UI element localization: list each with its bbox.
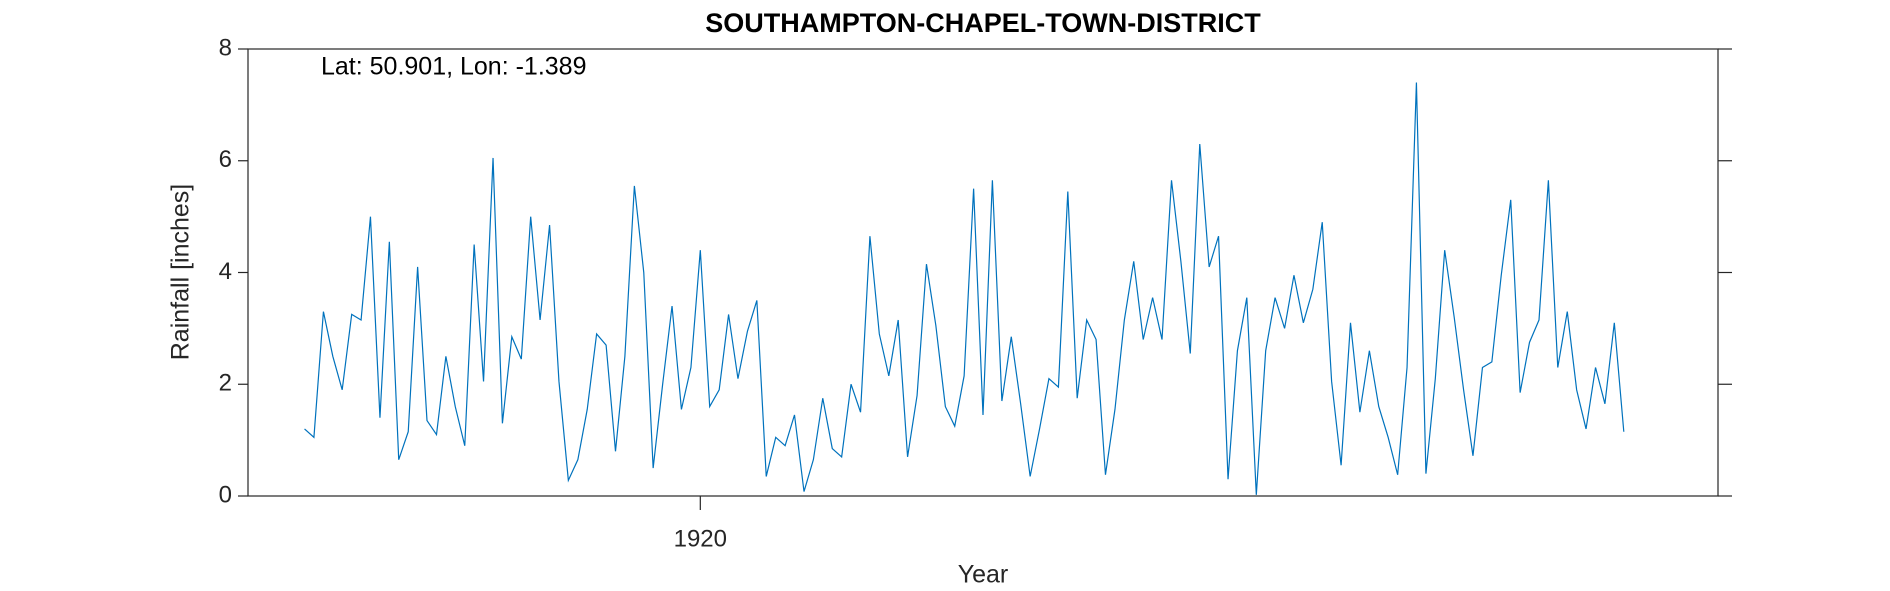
y-tick-label: 8 [219,34,232,61]
data-line [304,82,1625,495]
y-axis-label: Rainfall [inches] [167,184,195,360]
y-tick-label: 6 [219,146,232,173]
x-axis-label: Year [958,561,1009,589]
y-tick-label: 0 [219,481,232,508]
y-tick-label: 4 [219,258,232,285]
x-tick-label: 1920 [674,525,727,552]
plot-frame [247,48,1719,497]
y-tick-label: 2 [219,370,232,397]
annotation: Lat: 50.901, Lon: -1.389 [321,53,587,81]
chart-title: SOUTHAMPTON-CHAPEL-TOWN-DISTRICT [705,8,1261,38]
